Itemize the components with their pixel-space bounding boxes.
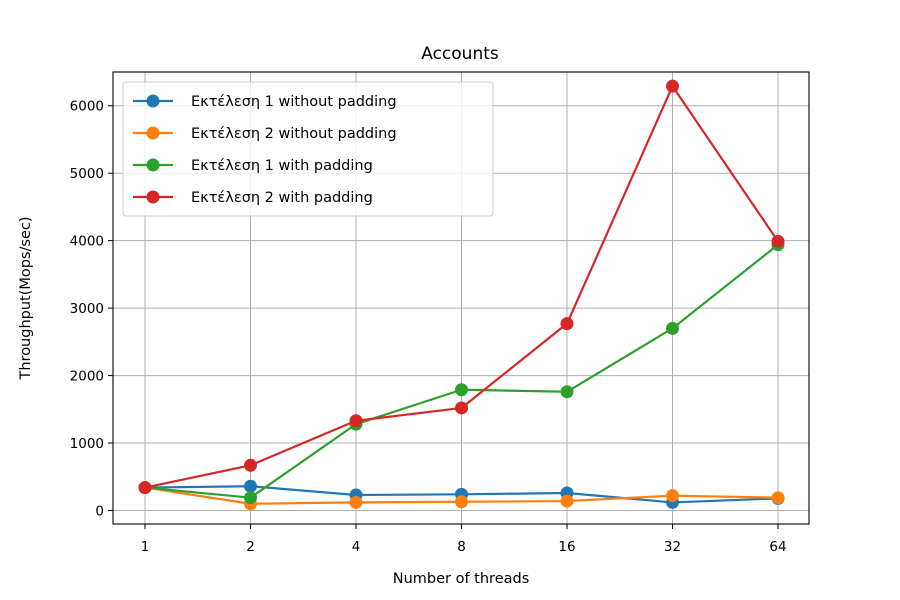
- data-point: [560, 317, 574, 331]
- x-axis-ticks: 1 2 4 8 16 32 64: [141, 524, 787, 555]
- data-point: [138, 481, 152, 495]
- y-tick-label: 6000: [70, 99, 104, 115]
- legend-label: Εκτέλεση 1 with padding: [191, 158, 373, 174]
- y-tick-label: 5000: [70, 166, 104, 182]
- y-axis-label: Throughput(Mops/sec): [18, 216, 34, 380]
- legend: Εκτέλεση 1 without padding Εκτέλεση 2 wit…: [122, 81, 494, 217]
- data-point: [771, 491, 785, 505]
- legend-item: Εκτέλεση 2 with padding: [133, 190, 373, 206]
- legend-label: Εκτέλεση 1 without padding: [191, 94, 397, 110]
- legend-item: Εκτέλεση 1 with padding: [133, 158, 373, 174]
- y-tick-label: 1000: [70, 436, 104, 452]
- data-point: [349, 414, 363, 428]
- data-point: [455, 401, 468, 415]
- x-tick-label: 2: [246, 539, 255, 555]
- x-tick-label: 64: [769, 539, 786, 555]
- y-tick-label: 4000: [70, 234, 104, 250]
- data-point: [666, 489, 679, 503]
- y-axis-ticks: 0 1000 2000 3000 4000 5000 6000: [70, 99, 113, 520]
- data-point: [349, 495, 363, 509]
- data-point: [244, 458, 257, 472]
- data-point: [560, 385, 574, 399]
- legend-label: Εκτέλεση 2 without padding: [191, 126, 397, 142]
- x-tick-label: 16: [558, 539, 575, 555]
- x-tick-label: 32: [664, 539, 681, 555]
- data-point: [455, 383, 468, 397]
- legend-marker: [146, 126, 160, 140]
- legend-label: Εκτέλεση 2 with padding: [191, 190, 373, 206]
- legend-marker: [146, 94, 160, 108]
- data-point: [771, 234, 785, 248]
- legend-marker: [146, 158, 160, 172]
- series-4: [138, 79, 785, 495]
- x-tick-label: 8: [457, 539, 466, 555]
- legend-item: Εκτέλεση 1 without padding: [133, 94, 397, 110]
- legend-marker: [146, 190, 160, 204]
- data-point: [666, 321, 679, 335]
- legend-item: Εκτέλεση 2 without padding: [133, 126, 397, 142]
- data-point: [244, 491, 257, 505]
- data-point: [666, 79, 679, 93]
- x-tick-label: 1: [141, 539, 150, 555]
- y-tick-label: 3000: [70, 301, 104, 317]
- y-tick-label: 0: [95, 504, 104, 520]
- data-point: [560, 494, 574, 508]
- data-point: [244, 479, 257, 493]
- series-layer: [138, 79, 785, 511]
- data-point: [455, 495, 468, 509]
- x-axis-label: Number of threads: [393, 571, 530, 587]
- chart-title: Accounts: [421, 44, 499, 64]
- x-tick-label: 4: [352, 539, 361, 555]
- legend-box: [122, 81, 494, 217]
- y-tick-label: 2000: [70, 369, 104, 385]
